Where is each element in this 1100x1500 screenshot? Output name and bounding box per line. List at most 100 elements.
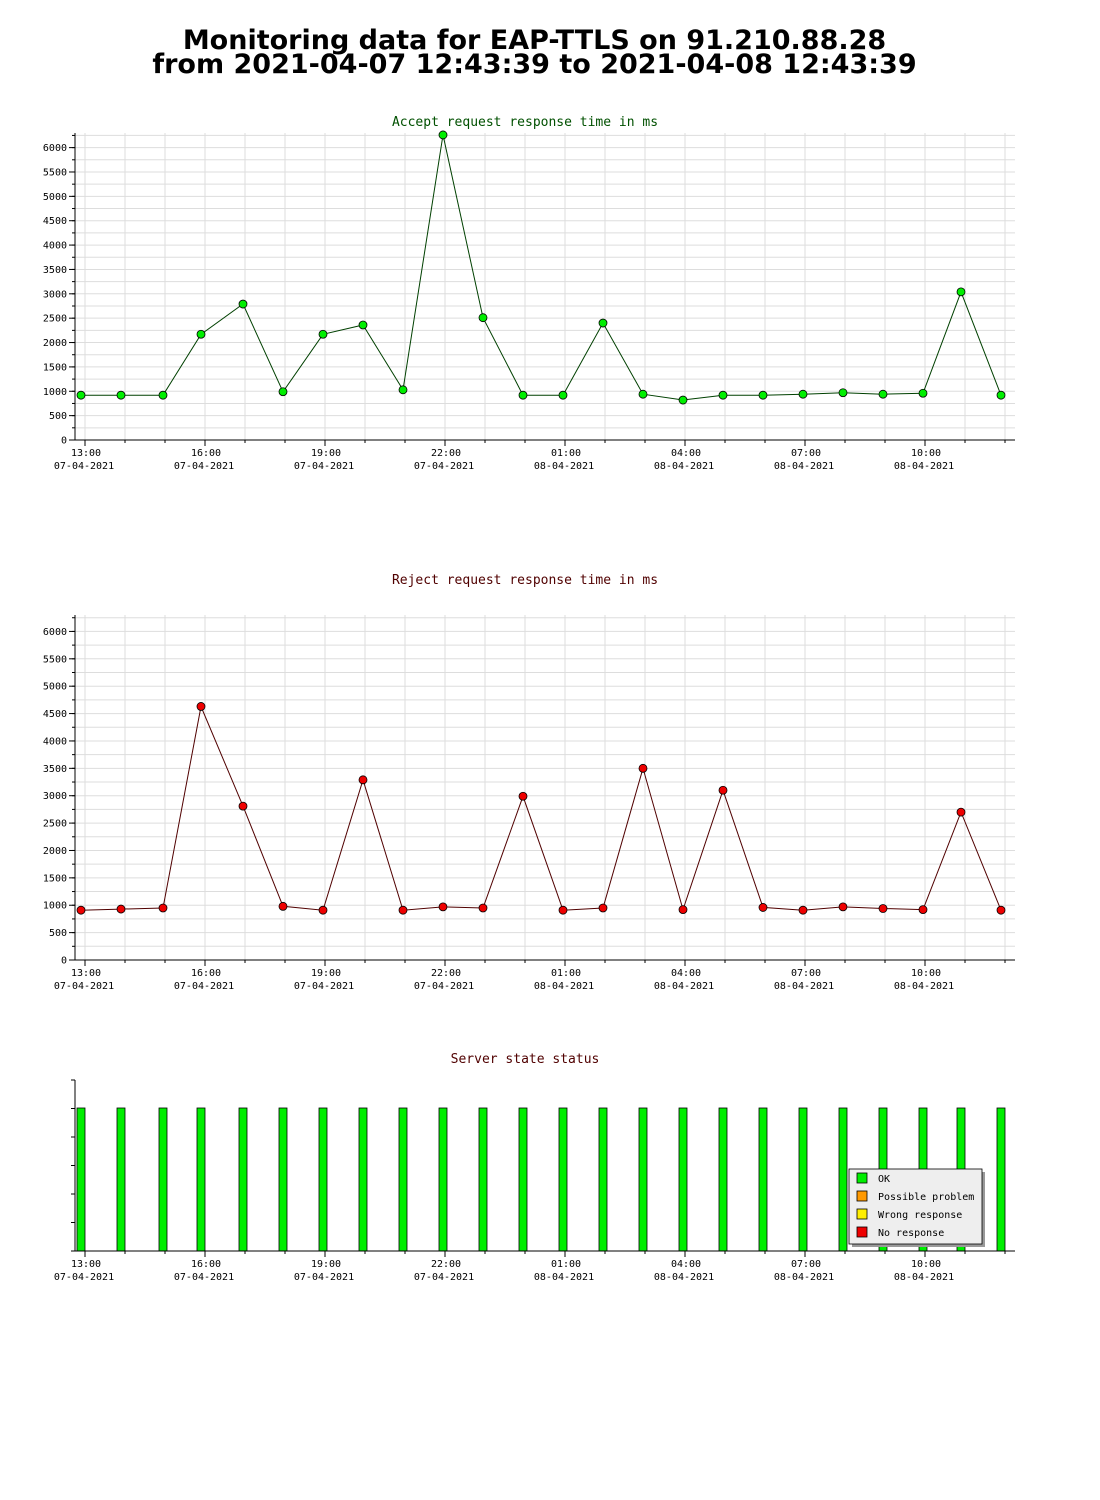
x-tick-label-date: 07-04-2021 [414,981,474,992]
data-point [318,329,328,339]
legend-swatch [856,1172,868,1184]
data-point [918,388,928,398]
status-bar [638,1107,648,1252]
x-tick-label-date: 08-04-2021 [894,981,954,992]
y-tick-label: 4000 [43,241,67,252]
x-tick-label-date: 07-04-2021 [294,461,354,472]
x-tick-label-time: 13:00 [71,1259,101,1270]
x-tick-label-date: 08-04-2021 [654,461,714,472]
x-tick-label-date: 07-04-2021 [174,1272,234,1283]
x-tick-label-date: 08-04-2021 [894,461,954,472]
data-point [76,905,86,915]
data-point [558,390,568,400]
series-line [80,704,1002,912]
data-point [878,389,888,399]
data-point [996,390,1006,400]
legend-box [848,1168,983,1245]
data-point [238,801,248,811]
x-tick-label-time: 07:00 [791,1259,821,1270]
data-point [878,904,888,913]
data-point [598,903,608,913]
x-tick-label-time: 01:00 [551,968,581,979]
status-bar [558,1107,568,1252]
y-tick-label: 5000 [43,682,67,693]
data-point [838,902,848,912]
data-point [76,390,86,400]
x-tick-label-time: 22:00 [431,1259,461,1270]
x-tick-label-date: 07-04-2021 [54,1272,114,1283]
status-bar [678,1107,688,1252]
x-tick-label-time: 16:00 [191,448,221,459]
data-point [358,320,368,330]
status-bar [838,1107,848,1252]
legend-swatch [856,1226,868,1238]
status-bar [478,1107,488,1252]
y-tick-label: 5500 [43,167,67,178]
status-bar [996,1107,1006,1252]
data-point [438,130,448,140]
y-tick-label: 3500 [43,265,67,276]
x-tick-label-time: 22:00 [431,448,461,459]
data-point [638,763,648,773]
x-tick-label-time: 16:00 [191,968,221,979]
x-tick-label-date: 08-04-2021 [534,1272,594,1283]
x-tick-label-date: 07-04-2021 [294,981,354,992]
x-tick-label-date: 07-04-2021 [54,981,114,992]
data-point [718,390,728,400]
page-title-line-1: Monitoring data for EAP-TTLS on 91.210.8… [182,25,887,56]
data-point [996,905,1006,915]
legend-label: OK [878,1174,890,1185]
x-tick-label-time: 22:00 [431,968,461,979]
data-point [238,299,248,309]
data-point [678,395,688,405]
legend-label: Wrong response [878,1210,962,1221]
x-tick-label-date: 08-04-2021 [894,1272,954,1283]
status-bar [718,1107,728,1252]
data-point [838,388,848,398]
data-point [518,390,528,400]
legend-label: Possible problem [878,1192,974,1203]
data-point [956,287,966,297]
x-tick-label-time: 04:00 [671,968,701,979]
data-point [758,903,768,912]
x-tick-label-date: 08-04-2021 [774,461,834,472]
status-bar [798,1107,808,1252]
x-tick-label-date: 08-04-2021 [774,1272,834,1283]
y-tick-label: 5500 [43,654,67,665]
x-tick-label-date: 08-04-2021 [534,981,594,992]
data-point [956,807,966,817]
x-tick-label-time: 01:00 [551,448,581,459]
chart-title: Server state status [451,1052,600,1067]
data-point [718,785,728,795]
data-point [798,905,808,915]
x-tick-label-time: 13:00 [71,448,101,459]
x-tick-label-time: 04:00 [671,448,701,459]
data-point [558,905,568,915]
y-tick-label: 1500 [43,873,67,884]
reject-response-chart: Reject request response time in ms 0 500 10… [43,573,1015,967]
status-bar [196,1107,206,1252]
data-point [798,389,808,399]
data-point [196,702,206,711]
accept-response-chart: Accept request response time in ms 0 500 10… [43,115,1015,447]
x-tick-label-date: 08-04-2021 [534,461,594,472]
legend-label: No response [878,1228,944,1239]
status-bar [438,1107,448,1252]
y-tick-label: 2500 [43,314,67,325]
data-point [196,329,206,339]
data-point [918,905,928,915]
status-bar [116,1107,126,1252]
y-tick-label: 2500 [43,819,67,830]
y-tick-label: 5000 [43,192,67,203]
data-point [158,390,168,400]
y-tick-label: 1500 [43,362,67,373]
data-point [478,903,488,913]
status-bar [518,1107,528,1252]
y-tick-label: 500 [49,928,67,939]
legend-swatch [856,1190,868,1202]
y-tick-label: 6000 [43,143,67,154]
x-tick-label-time: 10:00 [911,1259,941,1270]
status-bar [238,1107,248,1252]
y-tick-label: 4500 [43,216,67,227]
